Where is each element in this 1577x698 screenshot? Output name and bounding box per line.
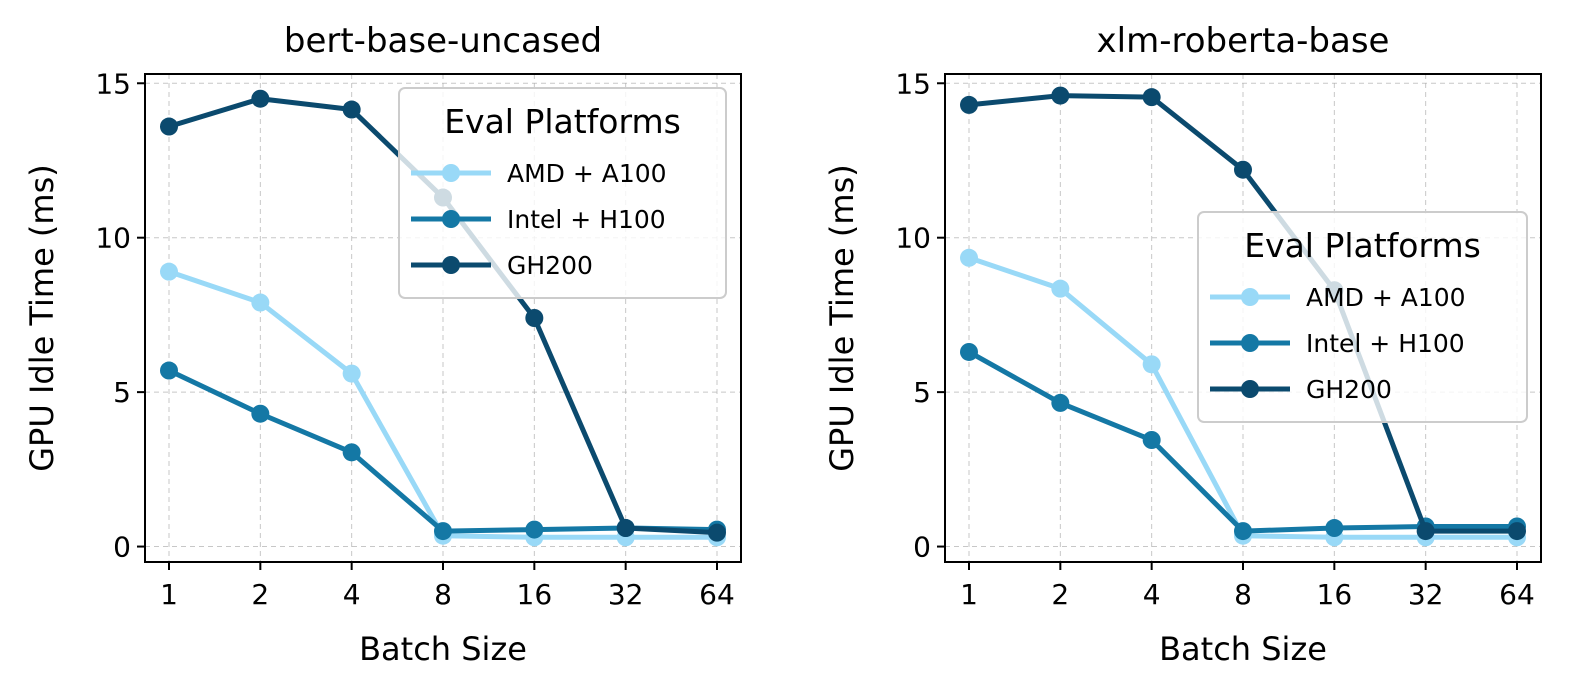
y-tick-label: 15	[95, 67, 131, 100]
y-tick-label: 0	[113, 531, 131, 564]
legend-marker	[1241, 334, 1259, 352]
x-tick-label: 8	[1234, 578, 1252, 611]
legend-label: AMD + A100	[1306, 283, 1466, 312]
x-tick-label: 32	[608, 578, 644, 611]
chart-panel-xlm-roberta-base: 1 2 4 8 16 32 64 0 5 10 15 xlm-roberta-base Batch …	[823, 21, 1542, 668]
x-tick-label: 4	[343, 578, 361, 611]
chart-title: xlm-roberta-base	[1097, 21, 1390, 61]
chart-panel-bert-base-uncased: 1 2 4 8 16 32 64 0 5 10 15 bert-base-uncased Batch…	[23, 21, 742, 668]
legend-item: AMD + A100	[1210, 283, 1466, 312]
y-tick-label: 5	[913, 376, 931, 409]
legend-item: GH200	[411, 251, 593, 280]
legend-marker	[442, 256, 460, 274]
x-tick-label: 16	[517, 578, 553, 611]
legend-title: Eval Platforms	[1244, 226, 1481, 265]
y-tick-label: 15	[895, 67, 931, 100]
x-axis-label: Batch Size	[359, 630, 527, 668]
data-point	[160, 262, 178, 281]
x-tick-label: 16	[1317, 578, 1353, 611]
data-point	[251, 404, 270, 423]
legend-marker	[1241, 380, 1259, 398]
chart-title: bert-base-uncased	[284, 21, 602, 61]
y-tick-label: 10	[895, 222, 931, 255]
legend-label: GH200	[1306, 375, 1392, 404]
x-tick-label: 32	[1408, 578, 1444, 611]
x-tick-label: 2	[1051, 578, 1069, 611]
legend-item: Intel + H100	[1210, 329, 1465, 358]
legend-box	[1197, 211, 1528, 423]
data-point	[1142, 431, 1161, 449]
legend-marker	[1241, 288, 1259, 306]
legend-label: Intel + H100	[507, 205, 666, 234]
legend-item: Intel + H100	[411, 205, 666, 234]
data-point	[1416, 522, 1435, 541]
legend-item: AMD + A100	[411, 159, 667, 188]
y-axis-label: GPU Idle Time (ms)	[823, 164, 861, 471]
legend-title: Eval Platforms	[444, 102, 681, 141]
data-point	[1142, 88, 1161, 107]
data-point	[1325, 519, 1344, 538]
x-tick-label: 64	[699, 578, 735, 611]
legend-label: AMD + A100	[507, 159, 667, 188]
x-tick-label: 1	[160, 578, 178, 611]
data-point	[525, 520, 544, 539]
data-point	[342, 364, 361, 383]
data-point	[708, 523, 726, 542]
y-tick-label: 0	[913, 531, 931, 564]
legend-marker	[442, 210, 460, 228]
data-point	[160, 361, 178, 380]
data-point	[960, 95, 978, 114]
data-point	[1051, 393, 1070, 412]
legend-marker	[442, 164, 460, 182]
x-axis-label: Batch Size	[1159, 630, 1327, 668]
data-point	[342, 443, 361, 462]
data-point	[342, 100, 361, 119]
legend-label: GH200	[507, 251, 593, 280]
data-point	[160, 117, 178, 136]
legend: Eval Platforms AMD + A100 Intel + H100 GH20…	[1197, 211, 1528, 423]
x-tick-label: 4	[1143, 578, 1161, 611]
data-point	[1234, 522, 1252, 541]
data-point	[434, 522, 452, 541]
data-point	[1051, 86, 1070, 105]
x-tick-label: 64	[1499, 578, 1535, 611]
x-tick-label: 2	[251, 578, 269, 611]
data-point	[251, 293, 270, 312]
data-point	[960, 248, 978, 267]
data-point	[616, 519, 635, 538]
legend-item: GH200	[1210, 375, 1392, 404]
y-tick-label: 10	[95, 222, 131, 255]
data-point	[1508, 522, 1526, 541]
data-point	[1051, 279, 1070, 298]
x-tick-label: 1	[960, 578, 978, 611]
y-axis-label: GPU Idle Time (ms)	[23, 164, 61, 471]
legend-label: Intel + H100	[1306, 329, 1465, 358]
y-tick-label: 5	[113, 376, 131, 409]
data-point	[1234, 160, 1252, 179]
x-tick-label: 8	[434, 578, 452, 611]
data-point	[1142, 355, 1161, 374]
data-point	[960, 342, 978, 361]
legend: Eval Platforms AMD + A100 Intel + H100 GH20…	[398, 87, 727, 299]
legend-box	[398, 87, 727, 299]
series-gh200	[960, 86, 1526, 541]
data-point	[251, 89, 270, 108]
series-intel-h100	[160, 361, 726, 541]
data-point	[525, 309, 544, 327]
